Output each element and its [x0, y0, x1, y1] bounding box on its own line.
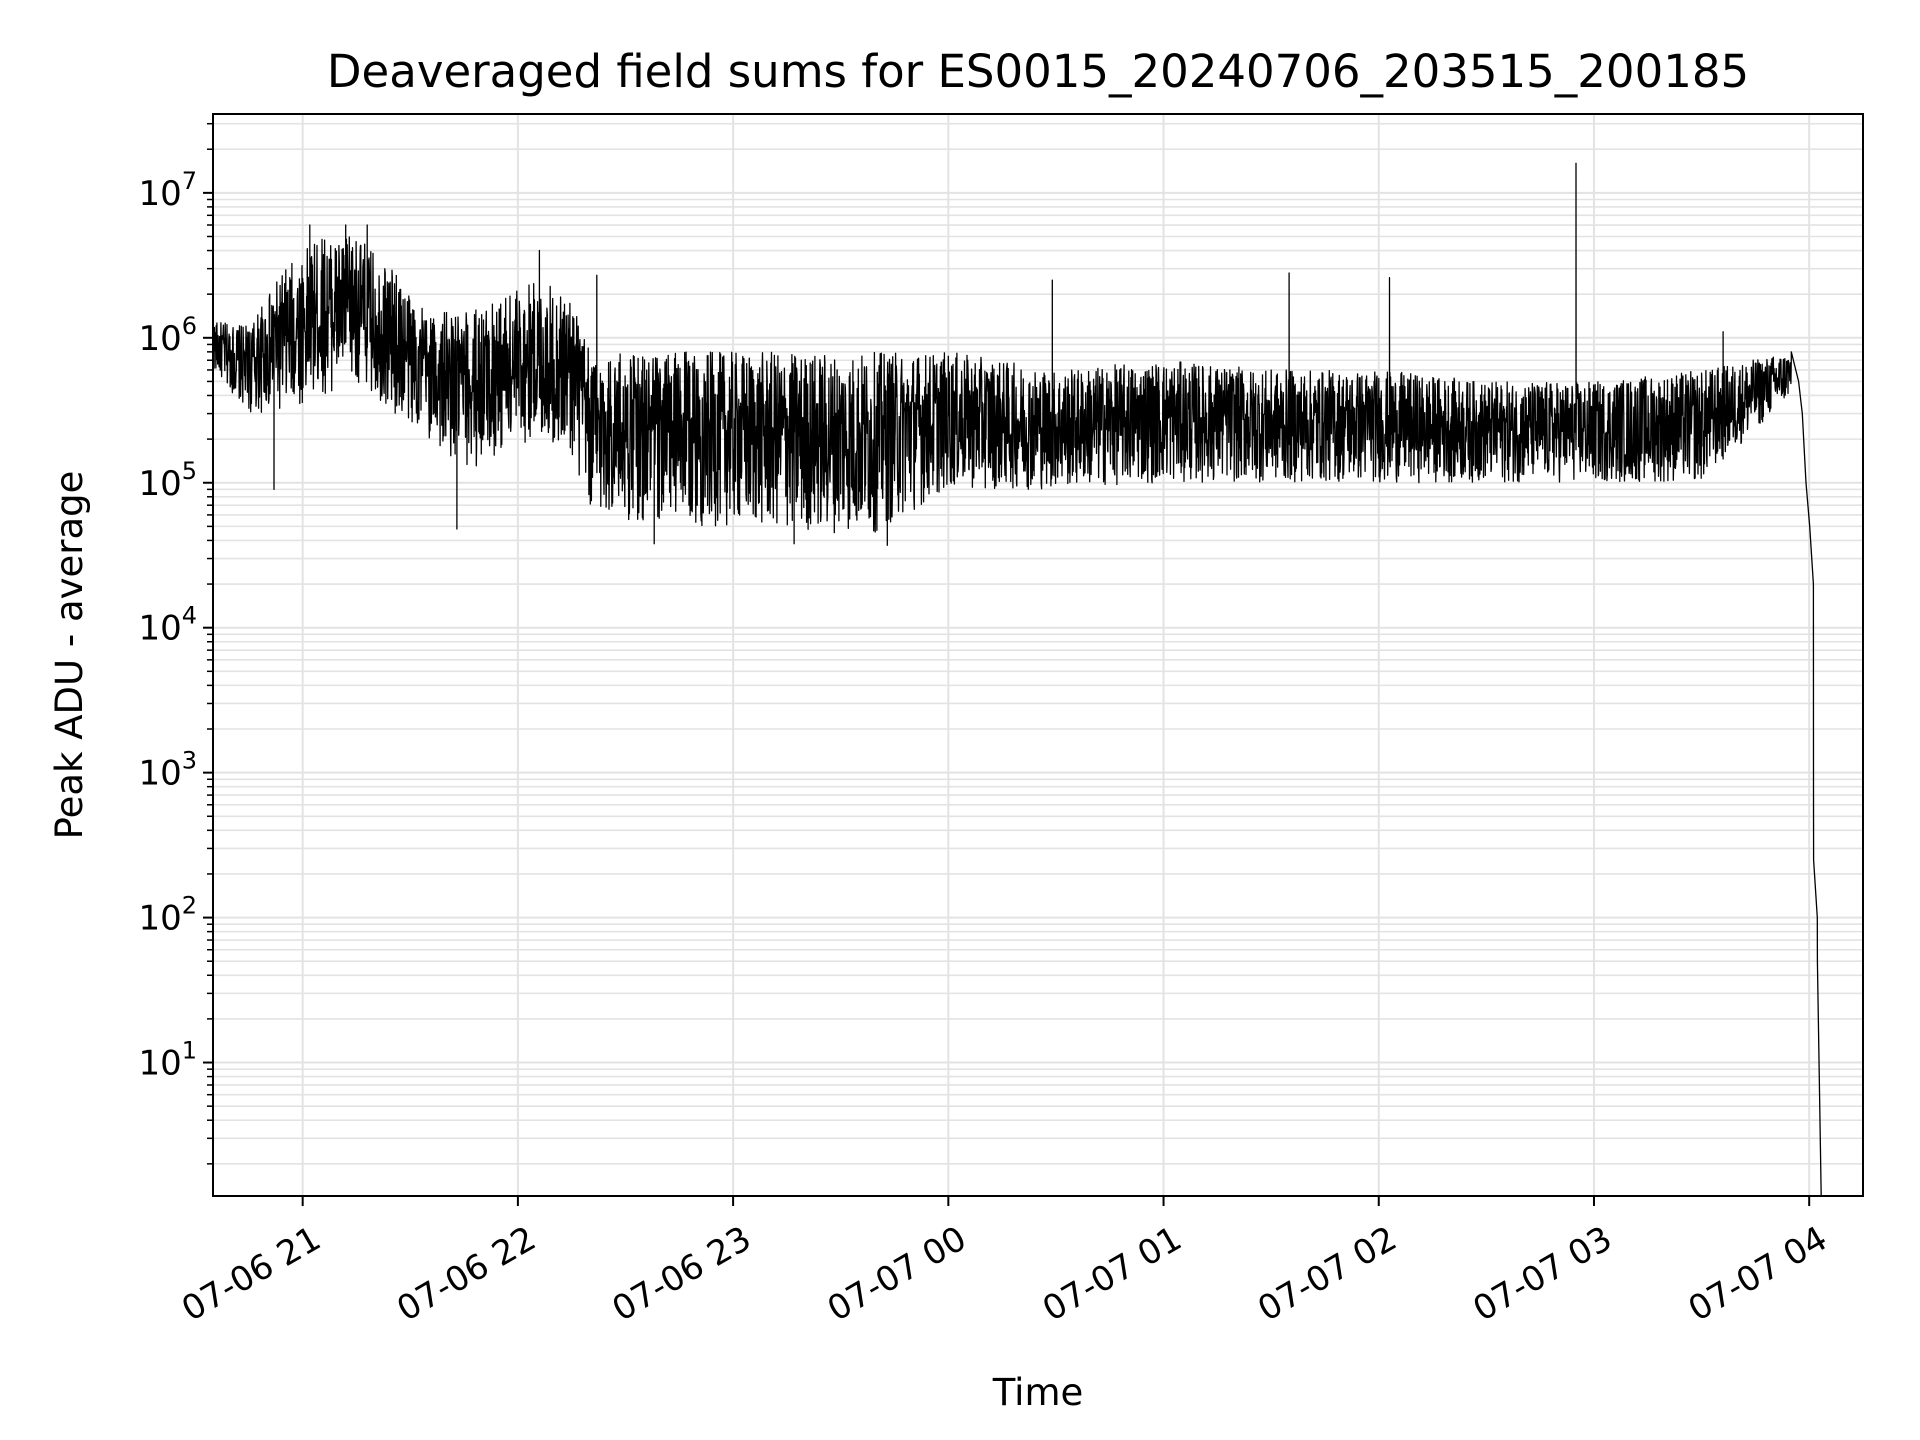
y-tick-label: 104 — [138, 602, 197, 649]
y-tick-label: 101 — [138, 1037, 197, 1084]
y-axis-label: Peak ADU - average — [48, 471, 91, 840]
x-axis-label: Time — [992, 1371, 1084, 1414]
y-tick-label: 106 — [138, 312, 197, 359]
series-layer — [212, 162, 1822, 1197]
y-tick-label: 107 — [138, 167, 197, 214]
y-tick-label: 103 — [138, 747, 197, 794]
y-axis: 101 102 103 104 105 106 107 — [138, 122, 213, 1165]
series-line — [212, 162, 1822, 1197]
chart-title: Deaveraged field sums for ES0015_2024070… — [327, 45, 1749, 98]
y-tick-label: 105 — [138, 457, 197, 504]
grid — [213, 114, 1863, 1196]
y-tick-label: 102 — [138, 892, 197, 939]
plot-frame — [212, 113, 1864, 1197]
